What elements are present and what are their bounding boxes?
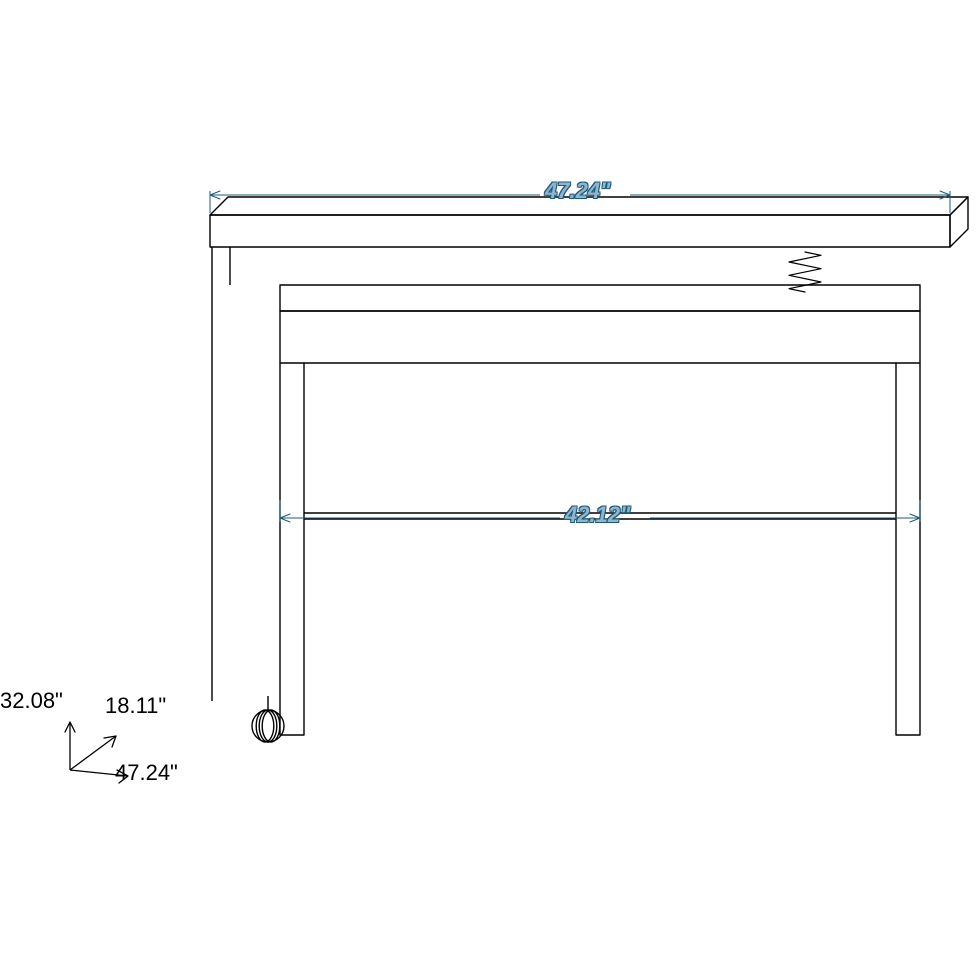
technical-drawing [0,0,980,980]
dimension-inner-width: 42.12" [565,502,630,528]
axis-label-depth: 18.11" [105,693,166,719]
axis-label-height: 32.08" [0,688,63,714]
dimension-top-width: 47.24" [545,178,610,204]
axis-label-width: 47.24" [115,760,178,786]
